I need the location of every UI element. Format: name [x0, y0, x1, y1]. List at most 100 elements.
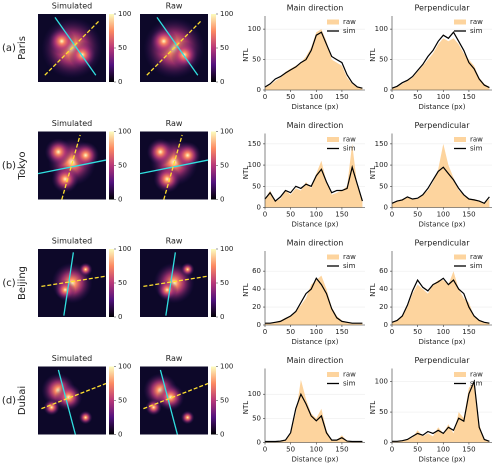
raw-area	[392, 143, 490, 208]
x-tick-label: 150	[462, 211, 475, 219]
sim-line	[265, 277, 363, 324]
colorbar-tick-label: 50	[220, 44, 229, 52]
raw-area	[392, 381, 490, 443]
chart-title: Perpendicular	[414, 121, 470, 130]
colorbar-tick-label: 50	[220, 162, 229, 170]
x-tick-label: 100	[310, 446, 323, 454]
y-axis-label: NTL	[369, 283, 377, 297]
light-blob	[43, 399, 60, 416]
y-tick-label: 0	[257, 86, 261, 94]
legend-label: raw	[470, 18, 483, 26]
colorbar-tick-label: 50	[118, 279, 127, 287]
x-tick-label: 50	[286, 328, 295, 336]
y-tick-label: 100	[375, 378, 388, 386]
y-tick-label: 0	[384, 439, 388, 447]
legend-swatch	[327, 254, 339, 260]
legend-label: sim	[343, 262, 356, 270]
y-tick-label: 20	[252, 303, 261, 311]
y-tick-label: 0	[384, 321, 388, 329]
sim-line	[392, 379, 490, 442]
y-tick-label: 20	[379, 303, 388, 311]
legend-label: sim	[470, 145, 483, 153]
raw-area	[265, 29, 363, 91]
x-tick-label: 150	[335, 446, 348, 454]
y-tick-label: 40	[379, 285, 388, 293]
y-axis-label: NTL	[369, 401, 377, 415]
y-tick-label: 150	[375, 140, 388, 148]
legend-label: raw	[470, 371, 483, 379]
colorbar	[211, 131, 216, 200]
sim-line	[264, 164, 363, 202]
light-blob	[68, 41, 96, 69]
x-tick-label: 0	[263, 211, 267, 219]
colorbar-tick-label: 100	[220, 363, 233, 371]
legend-label: raw	[470, 253, 483, 261]
profile-line-main	[156, 17, 199, 76]
y-tick-label: 100	[248, 161, 261, 169]
legend-swatch	[454, 254, 466, 260]
y-tick-label: 50	[379, 56, 388, 64]
x-axis-label: Distance (px)	[419, 456, 466, 464]
sim-line	[391, 31, 490, 89]
y-tick-label: 50	[379, 408, 388, 416]
y-tick-label: 60	[252, 267, 261, 275]
colorbar-tick-label: 100	[118, 10, 131, 18]
light-blob	[174, 141, 202, 169]
x-tick-label: 100	[437, 211, 450, 219]
y-axis-label: NTL	[369, 166, 377, 180]
y-tick-label: 60	[379, 267, 388, 275]
colorbar-tick-label: 50	[118, 162, 127, 170]
y-tick-label: 0	[384, 204, 388, 212]
chart-title: Perpendicular	[414, 239, 470, 248]
x-axis-label: Distance (px)	[292, 221, 339, 229]
row-label: (a)	[2, 43, 16, 54]
panel-title: Raw	[166, 354, 183, 363]
colorbar-tick-label: 100	[220, 10, 233, 18]
y-tick-label: 150	[248, 140, 261, 148]
city-name: Paris	[17, 36, 28, 60]
light-blob	[54, 279, 76, 300]
x-axis-label: Distance (px)	[419, 221, 466, 229]
panel-title: Simulated	[52, 354, 92, 363]
colorbar-tick-label: 50	[118, 397, 127, 405]
profile-line-perp	[143, 382, 209, 410]
legend-swatch	[454, 137, 466, 142]
sim-line	[391, 166, 490, 205]
light-blob	[78, 262, 93, 277]
sim-line	[265, 392, 363, 443]
x-axis-label: Distance (px)	[292, 338, 339, 346]
light-blob	[78, 410, 93, 425]
y-tick-label: 0	[257, 204, 261, 212]
raw-area	[265, 379, 363, 443]
x-tick-label: 100	[310, 93, 323, 101]
colorbar	[211, 249, 216, 317]
chart-title: Main direction	[287, 121, 344, 130]
colorbar-tick-label: 50	[220, 397, 229, 405]
profile-line-perp	[163, 134, 183, 200]
profile-line-perp	[41, 382, 107, 410]
colorbar-tick-label: 0	[118, 78, 122, 86]
sim-line	[264, 31, 363, 89]
y-tick-label: 50	[252, 56, 261, 64]
x-tick-label: 150	[335, 328, 348, 336]
colorbar-tick-label: 0	[118, 313, 122, 321]
profile-line-main	[54, 17, 97, 76]
colorbar	[109, 249, 114, 317]
light-blob	[145, 399, 162, 416]
colorbar	[211, 14, 216, 82]
x-tick-label: 150	[335, 211, 348, 219]
colorbar-tick-label: 100	[220, 245, 233, 253]
legend-label: sim	[343, 380, 356, 388]
colorbar-tick-label: 50	[118, 44, 127, 52]
legend-label: sim	[343, 27, 356, 35]
y-axis-label: NTL	[242, 283, 250, 297]
y-tick-label: 50	[252, 414, 261, 422]
legend-label: raw	[343, 18, 356, 26]
legend-label: sim	[470, 262, 483, 270]
legend-label: raw	[343, 253, 356, 261]
row-label: (c)	[2, 278, 15, 289]
light-blob	[180, 410, 195, 425]
light-blob	[180, 262, 195, 277]
legend-swatch	[327, 19, 339, 25]
y-tick-label: 100	[375, 25, 388, 33]
